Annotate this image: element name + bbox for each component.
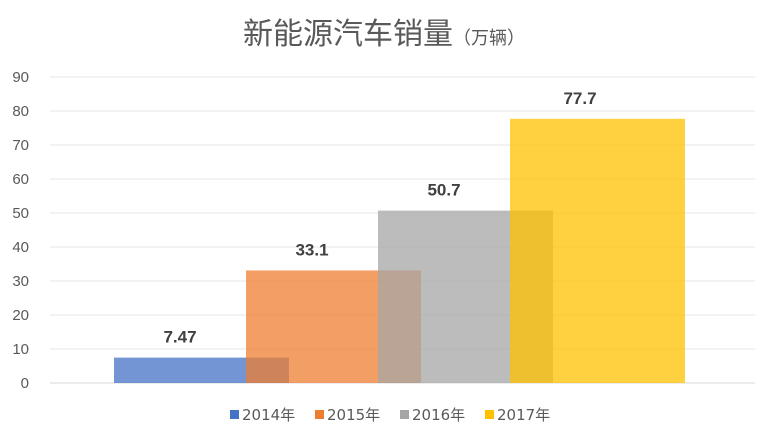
y-tick-label: 70 <box>12 137 29 154</box>
legend: 2014年 2015年 2016年 2017年 <box>230 406 550 424</box>
data-label: 7.47 <box>163 328 196 347</box>
y-axis-tick-labels: 0 10 20 30 40 50 60 70 80 90 <box>12 69 29 392</box>
y-tick-label: 80 <box>12 103 29 120</box>
legend-swatch <box>400 410 409 419</box>
data-label: 33.1 <box>295 240 328 259</box>
legend-label: 2017年 <box>497 406 550 424</box>
bars <box>114 118 685 383</box>
legend-label: 2016年 <box>412 406 465 424</box>
chart-title-main: 新能源汽车销量 <box>243 17 453 52</box>
data-label: 50.7 <box>427 181 460 200</box>
y-tick-label: 0 <box>21 375 29 392</box>
chart-title-unit: （万辆） <box>453 28 525 49</box>
chart-title: 新能源汽车销量（万辆） <box>243 17 525 52</box>
data-labels: 7.47 33.1 50.7 77.7 <box>163 89 596 347</box>
legend-label: 2014年 <box>242 406 295 424</box>
legend-swatch <box>230 410 239 419</box>
y-tick-label: 30 <box>12 273 29 290</box>
y-tick-label: 60 <box>12 171 29 188</box>
bar <box>510 118 685 383</box>
legend-swatch <box>485 410 494 419</box>
legend-label: 2015年 <box>327 406 380 424</box>
y-tick-label: 40 <box>12 239 29 256</box>
data-label: 77.7 <box>563 89 596 108</box>
y-tick-label: 90 <box>12 69 29 86</box>
y-tick-label: 50 <box>12 205 29 222</box>
y-tick-label: 20 <box>12 307 29 324</box>
legend-swatch <box>315 410 324 419</box>
y-tick-label: 10 <box>12 341 29 358</box>
